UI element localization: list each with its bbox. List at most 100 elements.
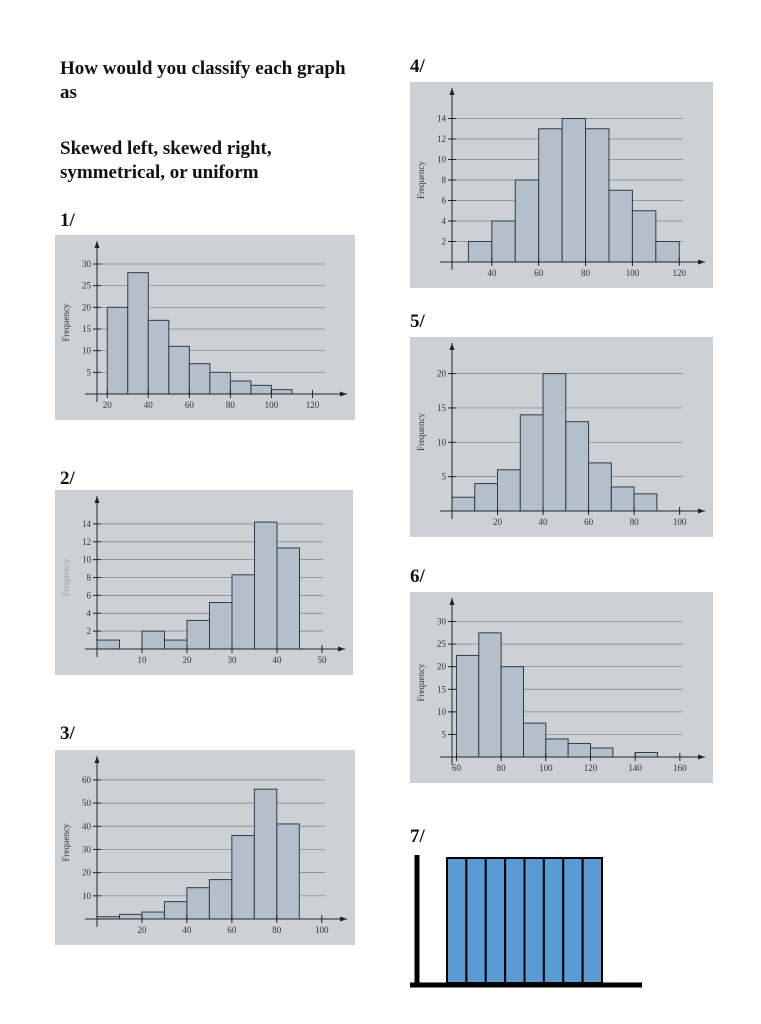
histogram-bar: [545, 738, 569, 758]
x-tick-label: 40: [539, 517, 549, 527]
y-tick-label: 50: [82, 798, 92, 808]
y-tick-label: 30: [82, 259, 92, 269]
histogram-bar: [562, 857, 584, 984]
histogram-bar: [147, 319, 170, 395]
histogram-bar: [484, 857, 507, 984]
histogram-bar: [208, 879, 233, 920]
histogram-bar: [633, 493, 658, 512]
histogram-2: 2 4 6 8 10 12 14 10 20 30 40 50 Frequency: [55, 490, 353, 675]
x-tick-label: 60: [452, 763, 462, 773]
histogram-bar: [631, 210, 657, 263]
x-tick-label: 120: [306, 400, 320, 410]
histogram-bar: [478, 632, 502, 758]
y-axis-arrow-icon: [449, 598, 455, 605]
histogram-bar: [474, 483, 499, 512]
chart-svg: 2 4 6 8 10 12 14 40 60 80 100 120 Frequency: [416, 88, 705, 278]
y-tick-label: 10: [82, 346, 92, 356]
chart-svg: 5 10 15 20 25 30 60 80 100 120 140 160 Frequency: [416, 598, 705, 773]
histogram-bar: [188, 363, 211, 395]
histogram-bar: [253, 788, 278, 920]
y-tick-label: 5: [87, 367, 92, 377]
y-tick-label: 20: [82, 302, 92, 312]
histogram-bar: [231, 574, 255, 650]
y-tick-label: 15: [437, 684, 447, 694]
x-tick-label: 60: [227, 925, 237, 935]
histogram-bar: [250, 384, 272, 395]
chart-svg: 2 4 6 8 10 12 14 10 20 30 40 50 Frequency: [61, 496, 345, 665]
histogram-bar: [141, 630, 165, 650]
y-tick-label: 4: [87, 608, 92, 618]
y-tick-label: 15: [82, 324, 92, 334]
histogram-bar: [96, 639, 120, 650]
y-tick-label: 2: [442, 237, 447, 247]
x-tick-label: 20: [493, 517, 503, 527]
x-tick-label: 120: [584, 763, 598, 773]
y-axis-label: Frequency: [61, 823, 71, 861]
histogram-7: [408, 850, 644, 990]
histogram-bar: [610, 486, 635, 512]
histogram-bar: [538, 128, 563, 263]
histogram-bar: [565, 421, 590, 512]
y-tick-label: 20: [437, 662, 447, 672]
y-tick-label: 25: [437, 639, 447, 649]
histogram-bar: [522, 722, 547, 758]
y-tick-label: 4: [442, 216, 447, 226]
histogram-bar: [276, 547, 300, 650]
y-tick-label: 10: [437, 437, 447, 447]
x-tick-label: 160: [673, 763, 687, 773]
histogram-bar: [608, 189, 633, 263]
histogram-bar: [567, 742, 591, 758]
x-tick-label: 60: [584, 517, 594, 527]
y-tick-label: 15: [437, 403, 447, 413]
histogram-bar: [655, 241, 680, 263]
histogram-bar: [186, 887, 210, 920]
y-axis-arrow-icon: [94, 756, 100, 763]
histogram-bar: [519, 414, 544, 512]
histogram-bar: [229, 380, 252, 395]
histogram-bar: [209, 371, 231, 395]
histogram-bar: [186, 619, 210, 650]
y-tick-label: 25: [82, 281, 92, 291]
histogram-6: 5 10 15 20 25 30 60 80 100 120 140 160 Frequency: [410, 592, 713, 783]
x-tick-label: 140: [628, 763, 642, 773]
histogram-bar: [168, 345, 190, 395]
histogram-bar: [589, 747, 614, 758]
histogram-bar: [231, 835, 255, 920]
options-text: Skewed left, skewed right, symmetrical, …: [60, 138, 272, 183]
histogram-bar: [561, 118, 587, 263]
y-tick-label: 40: [82, 821, 92, 831]
histogram-bar: [465, 857, 487, 984]
y-axis-label: Frequency: [416, 413, 426, 451]
histogram-bar: [523, 857, 545, 984]
x-tick-label: 80: [497, 763, 507, 773]
x-tick-label: 100: [265, 400, 279, 410]
histogram-bar: [542, 373, 567, 512]
chart-5-label: 5/: [410, 311, 425, 332]
x-axis-arrow-icon: [340, 916, 347, 922]
histogram-bar: [542, 857, 565, 984]
histogram-bar: [209, 602, 233, 650]
x-axis-arrow-icon: [698, 508, 705, 514]
y-tick-label: 8: [442, 175, 447, 185]
y-tick-label: 10: [437, 155, 447, 165]
x-tick-label: 60: [534, 268, 544, 278]
x-tick-label: 80: [226, 400, 236, 410]
histogram-3: 10 20 30 40 50 60 20 40 60 80 100 Frequency: [55, 750, 355, 945]
histogram-bar: [446, 857, 468, 984]
x-tick-label: 80: [630, 517, 640, 527]
y-axis-arrow-icon: [449, 88, 455, 95]
chart-svg: 5 10 15 20 25 30 20 40 60 80 100 120 Frequency: [61, 241, 347, 410]
histogram-bar: [127, 272, 149, 395]
histogram-bar: [634, 751, 658, 758]
y-tick-label: 14: [82, 519, 92, 529]
y-tick-label: 5: [442, 729, 447, 739]
y-tick-label: 20: [82, 868, 92, 878]
y-tick-label: 10: [437, 707, 447, 717]
histogram-bar: [270, 389, 293, 395]
x-tick-label: 20: [103, 400, 113, 410]
histogram-4: 2 4 6 8 10 12 14 40 60 80 100 120 Frequency: [410, 82, 713, 288]
chart-1-label: 1/: [60, 210, 75, 231]
y-tick-label: 2: [87, 626, 92, 636]
y-axis-label: Frequency: [61, 558, 71, 596]
y-tick-label: 30: [82, 844, 92, 854]
